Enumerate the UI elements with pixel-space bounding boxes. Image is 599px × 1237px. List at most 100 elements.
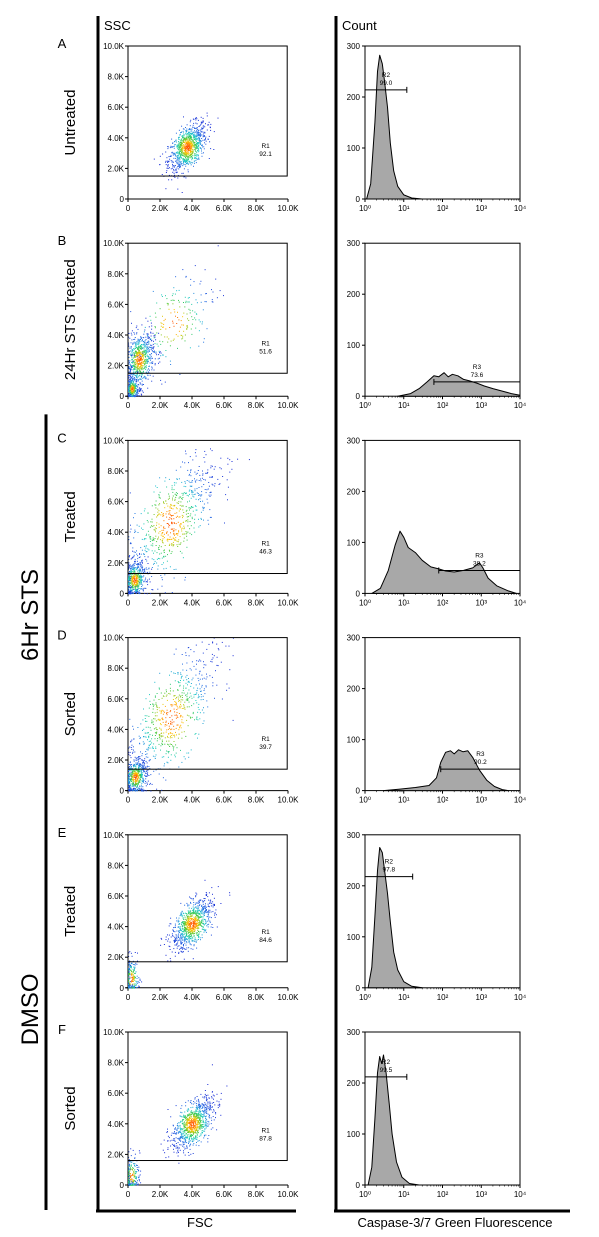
scatter-point [151,783,153,785]
scatter-point [168,156,170,158]
scatter-point [196,479,198,481]
scatter-point [135,376,137,378]
scatter-point [134,567,136,569]
scatter-point [153,529,155,531]
scatter-point [133,580,135,582]
scatter-point [148,766,150,767]
scatter-point [195,913,197,915]
scatter-point [202,121,204,123]
scatter-point [183,756,185,758]
scatter-point [137,762,139,764]
scatter-point [148,568,150,570]
scatter-point [192,459,194,461]
scatter-point [187,144,189,146]
scatter-point [163,765,165,767]
scatter-x-tick-label: 8.0K [248,204,265,213]
scatter-point [172,747,174,749]
scatter-point [155,339,157,341]
scatter-point [213,637,215,639]
scatter-point [135,385,137,387]
scatter-point [145,352,147,353]
scatter-point [140,576,142,578]
scatter-point [180,542,182,544]
scatter-point [187,149,189,151]
row-label: Treated [62,491,79,542]
scatter-point [182,515,184,517]
scatter-point [144,367,146,368]
scatter-point [140,393,142,395]
scatter-point [129,381,131,383]
scatter-point [207,706,209,708]
scatter-point [207,488,209,490]
scatter-point [175,132,177,134]
scatter-point [170,690,171,692]
scatter-point [167,161,169,163]
scatter-point [186,913,187,915]
scatter-point [130,384,131,386]
scatter-point [144,345,146,347]
scatter-point [135,359,137,360]
scatter-point [181,492,183,494]
scatter-point [139,582,141,584]
scatter-point [195,139,197,141]
scatter-point [136,365,138,366]
scatter-point [189,141,191,143]
scatter-point [129,368,131,370]
scatter-point [189,489,191,491]
scatter-point [137,788,139,790]
scatter-point [172,704,174,706]
scatter-point [196,509,198,511]
scatter-point [209,516,211,518]
scatter-point [149,338,151,340]
scatter-point [131,778,133,780]
scatter-point [168,733,170,734]
scatter-point [190,912,192,914]
scatter-point [175,523,177,525]
scatter-point [197,706,199,708]
scatter-point [194,921,196,923]
scatter-point [159,352,160,354]
scatter-point [187,154,189,156]
scatter-point [141,790,143,792]
scatter-point [152,357,153,359]
scatter-point [135,783,137,785]
scatter-point [173,672,175,674]
scatter-point [131,592,133,594]
scatter-point [175,315,176,317]
scatter-point [188,146,190,147]
scatter-point [160,379,162,381]
scatter-point [190,944,192,946]
scatter-point [197,143,199,145]
scatter-point [128,363,130,365]
scatter-point [143,523,145,525]
scatter-point [189,347,191,349]
scatter-point [177,493,178,495]
scatter-point [160,937,162,939]
scatter-point [180,749,181,751]
scatter-point [198,931,199,932]
scatter-point [153,369,155,371]
scatter-point [185,931,187,933]
scatter-point [188,490,190,492]
scatter-point [179,142,181,144]
scatter-point [180,156,182,158]
scatter-point [194,505,196,507]
scatter-point [193,936,195,938]
scatter-point [145,778,147,780]
scatter-point [178,530,180,532]
scatter-point [162,777,164,779]
scatter-point [189,456,191,458]
scatter-point [192,146,194,148]
scatter-point [186,153,187,155]
scatter-point [140,388,142,390]
scatter-point [159,738,161,740]
scatter-point [183,525,185,527]
scatter-point [136,585,138,587]
scatter-point [143,510,145,512]
scatter-point [136,346,138,348]
scatter-point [188,917,190,919]
scatter-point [194,132,196,134]
scatter-point [174,512,176,514]
scatter-point [150,344,151,346]
